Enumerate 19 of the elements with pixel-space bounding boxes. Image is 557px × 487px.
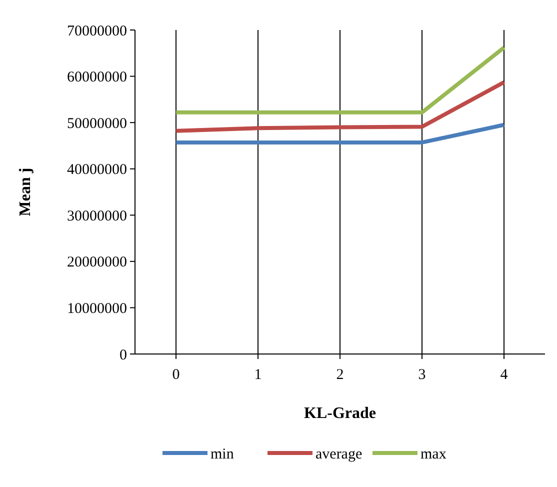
y-tick-label: 30000000 xyxy=(67,208,127,224)
y-tick-label: 10000000 xyxy=(67,300,127,317)
legend-label: min xyxy=(210,446,234,462)
legend-label: max xyxy=(420,446,447,462)
y-tick-label: 0 xyxy=(120,347,127,364)
legend-label: average xyxy=(316,446,362,462)
y-axis-title: Mean j xyxy=(17,168,34,216)
x-tick-label: 3 xyxy=(418,367,426,383)
x-tick-label: 1 xyxy=(254,367,262,383)
line-series xyxy=(174,80,506,133)
x-axis-title: KL-Grade xyxy=(304,405,376,422)
y-tick-label: 20000000 xyxy=(67,254,127,271)
y-tick-label: 50000000 xyxy=(67,116,127,132)
y-tick-label: 40000000 xyxy=(67,162,127,178)
x-tick-label: 2 xyxy=(336,367,344,383)
y-tick-label: 60000000 xyxy=(67,70,127,86)
x-tick-label: 0 xyxy=(172,367,180,383)
x-tick-label: 4 xyxy=(500,367,508,383)
y-tick-label: 70000000 xyxy=(67,23,127,40)
